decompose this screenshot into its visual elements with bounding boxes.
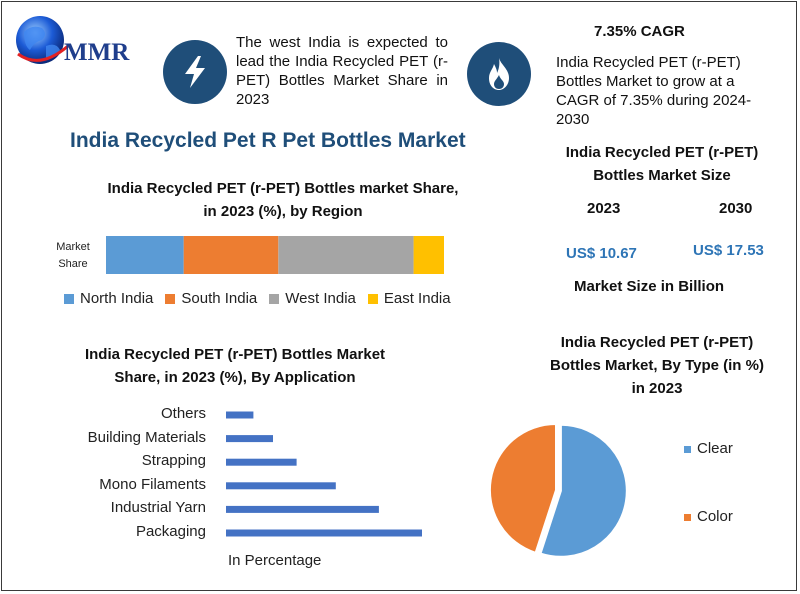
legend-swatch (367, 294, 378, 305)
legend-label: North India (80, 290, 154, 307)
legend-swatch (165, 294, 176, 305)
value-2030: US$ 17.53 (693, 242, 764, 259)
region-bar-segment-east-india (413, 236, 444, 274)
year-2030: 2030 (719, 200, 753, 217)
region-legend: North India South India West India East Ind… (64, 290, 504, 307)
type-pie-chart (488, 422, 628, 558)
application-label: Strapping (141, 452, 206, 470)
globe-icon (16, 16, 69, 64)
type-legend-item: Color (684, 508, 733, 525)
pie-slice-clear (539, 423, 628, 558)
application-bar-strapping (226, 458, 297, 466)
region-bar-segment-south-india (183, 236, 279, 274)
application-bar-packaging (226, 529, 422, 537)
application-label: Industrial Yarn (110, 499, 206, 517)
legend-label: West India (285, 290, 356, 307)
legend-swatch (64, 294, 74, 305)
application-chart-title: India Recycled PET (r-PET) Bottles Marke… (84, 346, 386, 386)
legend-label: Clear (697, 440, 733, 457)
flame-icon (489, 58, 509, 90)
pie-slice-color (488, 422, 557, 555)
logo: MMR (12, 12, 142, 72)
lightning-icon (185, 56, 205, 88)
application-x-label: In Percentage (228, 552, 322, 569)
application-label: Packaging (135, 523, 206, 540)
logo-text: MMR (64, 39, 130, 66)
cagr-title: 7.35% CAGR (594, 23, 685, 40)
value-2023: US$ 10.67 (566, 245, 637, 262)
region-legend-item: South India (165, 290, 257, 307)
region-note: The west India is expected to lead the I… (236, 34, 448, 108)
cagr-note: India Recycled PET (r-PET) Bottles Marke… (556, 54, 752, 128)
region-bar-segment-west-india (278, 236, 414, 274)
region-legend-item: East India (367, 290, 451, 307)
region-row-label: Market Share (56, 241, 90, 270)
region-stacked-bar (106, 236, 444, 274)
application-bar-mono-filaments (226, 482, 336, 490)
lightning-badge (163, 40, 227, 104)
legend-label: East India (383, 290, 451, 307)
application-label: Others (160, 405, 206, 422)
application-bar-industrial-yarn (226, 505, 379, 513)
application-bar-others (226, 411, 254, 419)
application-label: Building Materials (87, 428, 206, 446)
legend-label: South India (181, 290, 258, 307)
market-size-title: India Recycled PET (r-PET) Bottles Marke… (565, 144, 759, 184)
region-legend-item: North India (64, 290, 153, 307)
page-title: India Recycled Pet R Pet Bottles Market (70, 129, 466, 152)
type-chart-title: India Recycled PET (r-PET) Bottles Marke… (550, 334, 764, 397)
legend-swatch (684, 513, 691, 521)
legend-swatch (684, 445, 691, 453)
legend-label: Color (697, 508, 733, 525)
legend-swatch (269, 294, 280, 305)
type-legend-item: Clear (684, 440, 733, 457)
application-bars (226, 411, 422, 537)
market-size-unit: Market Size in Billion (574, 278, 725, 295)
flame-badge (467, 42, 531, 106)
region-chart-title: India Recycled PET (r-PET) Bottles marke… (107, 180, 459, 220)
region-bar-segment-north-india (106, 236, 184, 274)
application-label: Mono Filaments (99, 475, 206, 493)
year-2023: 2023 (587, 200, 621, 217)
application-bar-building-materials (226, 435, 273, 443)
region-legend-item: West India (269, 290, 356, 307)
